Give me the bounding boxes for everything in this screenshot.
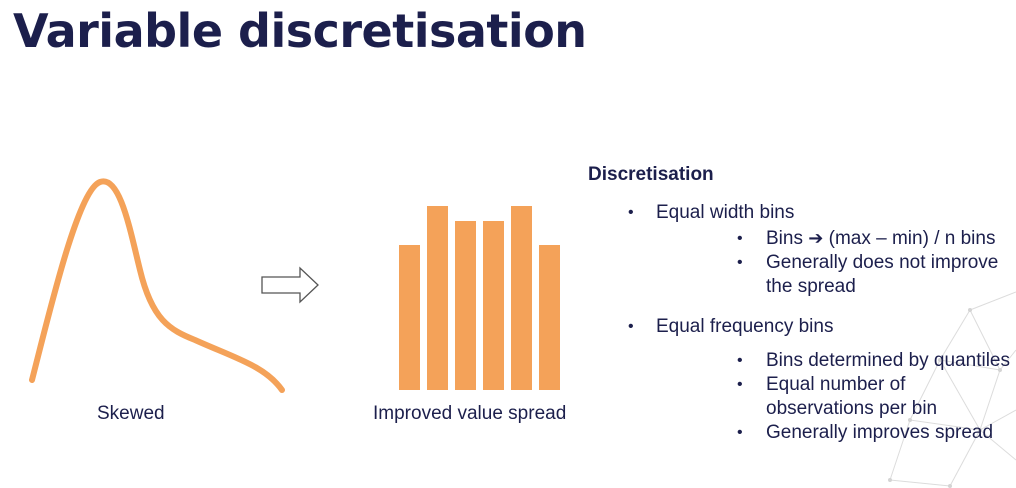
discretisation-notes: Discretisation Equal width bins Bins ➔ (… xyxy=(588,163,1013,445)
histogram-bar-4 xyxy=(483,221,504,390)
right-arrow-icon: ➔ xyxy=(808,228,824,249)
formula-suffix: (max – min) / n bins xyxy=(828,228,996,249)
formula-prefix: Bins xyxy=(766,228,803,249)
histogram-bar-6 xyxy=(539,245,560,390)
discretisation-heading: Discretisation xyxy=(588,164,714,185)
histogram-bar-1 xyxy=(399,245,420,390)
equal-frequency-observations: Equal number of observations per bin xyxy=(656,373,1013,421)
skewed-distribution-curve xyxy=(29,178,285,393)
method-list: Equal width bins Bins ➔ (max – min) / n … xyxy=(588,201,1013,445)
equal-frequency-sublist: Bins determined by quantiles Equal numbe… xyxy=(656,349,1013,445)
skewed-caption: Skewed xyxy=(97,403,165,424)
equal-width-formula: Bins ➔ (max – min) / n bins xyxy=(656,227,1013,251)
histogram-bars xyxy=(399,206,560,390)
skewed-curve-line xyxy=(29,178,285,393)
equal-width-label: Equal width bins xyxy=(656,202,795,223)
equal-width-note: Generally does not improve the spread xyxy=(656,251,1013,299)
histogram-bar-5 xyxy=(511,206,532,390)
histogram-bar-2 xyxy=(427,206,448,390)
equal-frequency-note: Generally improves spread xyxy=(656,421,1013,445)
equal-width-sublist: Bins ➔ (max – min) / n bins Generally do… xyxy=(656,227,1013,299)
improved-spread-caption: Improved value spread xyxy=(373,403,567,424)
equal-frequency-label: Equal frequency bins xyxy=(656,316,834,337)
equal-width-item: Equal width bins Bins ➔ (max – min) / n … xyxy=(588,201,1013,299)
equal-frequency-quantiles: Bins determined by quantiles xyxy=(656,349,1013,373)
histogram-bar-3 xyxy=(455,221,476,390)
slide-title: Variable discretisation xyxy=(13,4,587,58)
equal-frequency-item: Equal frequency bins Bins determined by … xyxy=(588,315,1013,445)
transform-arrow-icon xyxy=(261,266,319,304)
